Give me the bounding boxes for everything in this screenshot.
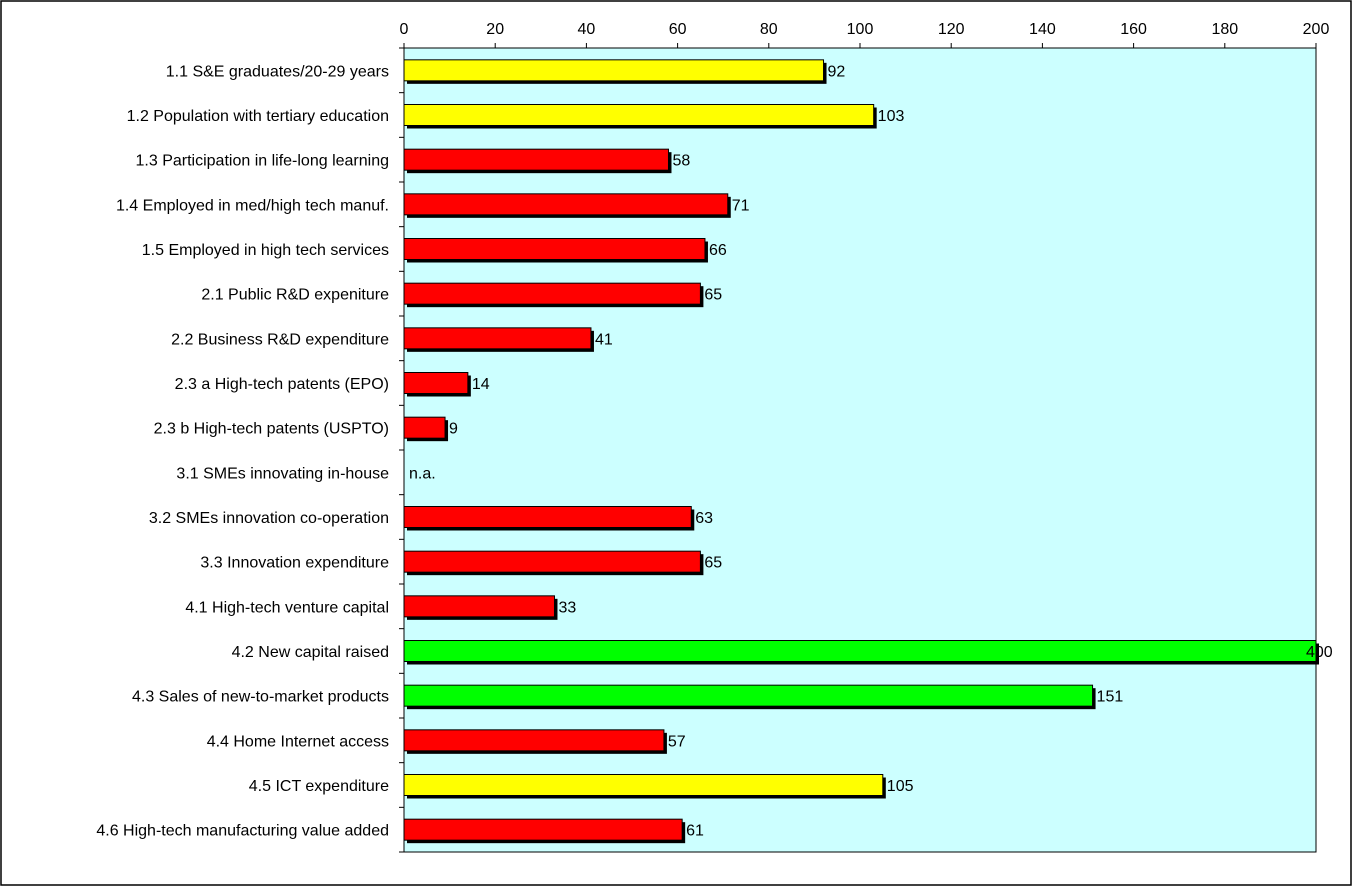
category-label: 3.1 SMEs innovating in-house: [176, 465, 389, 482]
x-tick-label: 80: [760, 21, 778, 38]
value-label: 103: [878, 108, 905, 125]
x-tick-label: 120: [938, 21, 965, 38]
category-label: 2.3 b High-tech patents (USPTO): [154, 421, 389, 438]
category-label: 1.2 Population with tertiary education: [127, 108, 389, 125]
category-label: 4.1 High-tech venture capital: [185, 599, 389, 616]
category-label: 1.1 S&E graduates/20-29 years: [166, 63, 389, 80]
value-label: 57: [668, 733, 686, 750]
value-label: 92: [828, 63, 846, 80]
bar: [403, 818, 683, 841]
value-label: 61: [686, 823, 704, 840]
bar: [403, 238, 706, 260]
category-label: 4.5 ICT expenditure: [249, 778, 389, 795]
category-label: 4.4 Home Internet access: [207, 733, 389, 750]
bar: [403, 550, 701, 573]
value-label: 65: [704, 287, 722, 304]
x-tick-label: 180: [1211, 21, 1238, 38]
x-tick-label: 140: [1029, 21, 1056, 38]
value-label: 9: [449, 421, 458, 438]
value-label: 65: [704, 555, 722, 572]
bar: [403, 193, 729, 216]
x-tick-label: 200: [1303, 21, 1330, 38]
bars: [403, 59, 1319, 844]
x-tick-label: 0: [400, 21, 409, 38]
bar: [403, 506, 692, 528]
bar: [403, 416, 446, 439]
bar: [403, 327, 592, 350]
bar: [403, 640, 1317, 662]
bar: [403, 774, 884, 796]
value-label: 105: [887, 778, 914, 795]
x-tick-label: 20: [486, 21, 504, 38]
x-tick-label: 60: [669, 21, 687, 38]
category-label: 2.3 a High-tech patents (EPO): [175, 376, 389, 393]
bar: [403, 104, 875, 126]
value-label: 151: [1097, 689, 1124, 706]
category-label: 4.2 New capital raised: [232, 644, 389, 661]
category-label: 3.3 Innovation expenditure: [200, 555, 389, 572]
bar: [403, 59, 825, 82]
category-label: 2.2 Business R&D expenditure: [171, 331, 389, 348]
value-label: 14: [472, 376, 490, 393]
value-label: 33: [558, 599, 576, 616]
value-label: 400: [1306, 644, 1333, 661]
value-label: 71: [732, 197, 750, 214]
category-labels: 1.1 S&E graduates/20-29 years 92 1.2 Popul…: [96, 47, 1333, 853]
category-label: 3.2 SMEs innovation co-operation: [149, 510, 389, 527]
value-label-na: n.a.: [409, 465, 436, 482]
bar: [403, 282, 701, 305]
category-label: 1.5 Employed in high tech services: [142, 242, 389, 259]
value-label: 63: [695, 510, 713, 527]
category-label: 4.6 High-tech manufacturing value added: [96, 823, 389, 840]
value-label: 58: [672, 153, 690, 170]
category-label: 4.3 Sales of new-to-market products: [132, 689, 389, 706]
bar: [403, 729, 665, 752]
bar: [403, 595, 555, 618]
x-tick-label: 40: [578, 21, 596, 38]
category-label: 2.1 Public R&D expeniture: [201, 287, 389, 304]
category-label: 1.3 Participation in life-long learning: [136, 153, 389, 170]
x-tick-label: 100: [847, 21, 874, 38]
x-tick-label: 160: [1120, 21, 1147, 38]
bar: [403, 372, 469, 394]
plot-area: [403, 47, 1317, 853]
bar: [403, 684, 1094, 707]
category-label: 1.4 Employed in med/high tech manuf.: [116, 197, 389, 214]
bar: [403, 148, 669, 171]
value-label: 66: [709, 242, 727, 259]
value-label: 41: [595, 331, 613, 348]
